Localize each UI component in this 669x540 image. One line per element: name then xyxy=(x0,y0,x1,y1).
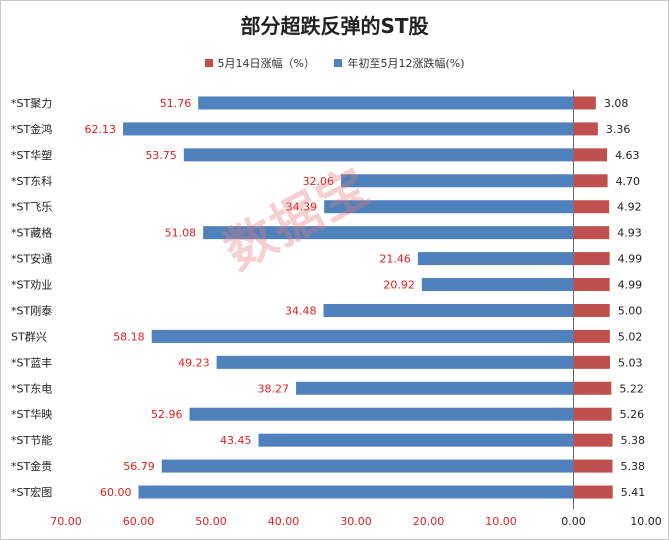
data-label-daily: 5.38 xyxy=(621,434,646,447)
bar-ytd xyxy=(323,303,574,317)
bar-daily xyxy=(573,407,612,421)
bar-ytd xyxy=(123,122,574,136)
bar-ytd xyxy=(161,459,574,473)
bar-ytd xyxy=(189,407,574,421)
data-label-daily: 5.22 xyxy=(619,382,644,395)
bar-ytd xyxy=(417,252,574,266)
bar-daily xyxy=(573,355,610,369)
bar-daily xyxy=(573,329,610,343)
category-label: *ST聚力 xyxy=(11,97,52,110)
data-label-daily: 4.92 xyxy=(617,201,642,214)
bar-daily xyxy=(573,174,608,188)
data-label-daily: 5.03 xyxy=(618,356,643,369)
category-label: *ST华映 xyxy=(11,407,52,421)
category-label: *ST藏格 xyxy=(11,226,52,240)
legend-swatch-daily xyxy=(204,59,213,67)
x-tick-label: 30.00 xyxy=(340,515,372,528)
x-tick-label: 70.00 xyxy=(50,515,82,528)
data-label-ytd: 20.92 xyxy=(383,279,415,292)
bar-ytd xyxy=(258,433,574,447)
bar-daily xyxy=(573,148,608,162)
data-label-ytd: 49.23 xyxy=(178,356,210,369)
legend-item-ytd: 年初至5月12涨跌幅(%) xyxy=(334,55,464,71)
data-label-ytd: 43.45 xyxy=(220,434,252,447)
x-tick-label: 20.00 xyxy=(413,515,445,528)
bar-daily xyxy=(573,96,596,110)
bar-daily xyxy=(573,252,610,266)
data-label-ytd: 51.08 xyxy=(165,227,197,240)
category-label: *ST金贵 xyxy=(11,459,52,473)
x-tick-label: 10.00 xyxy=(485,515,517,528)
data-label-daily: 5.38 xyxy=(621,460,646,473)
data-label-ytd: 62.13 xyxy=(85,123,117,136)
bar-ytd xyxy=(341,174,574,188)
category-label: *ST金鸿 xyxy=(11,122,52,136)
x-tick-label: 0.00 xyxy=(561,515,586,528)
bar-daily xyxy=(573,303,610,317)
bar-ytd xyxy=(198,96,574,110)
data-label-ytd: 38.27 xyxy=(258,382,290,395)
data-label-daily: 4.70 xyxy=(616,175,641,188)
bar-ytd xyxy=(183,148,574,162)
data-label-daily: 3.36 xyxy=(606,123,631,136)
data-label-ytd: 34.48 xyxy=(285,304,317,317)
bar-daily xyxy=(573,200,610,214)
data-label-daily: 4.99 xyxy=(618,253,643,266)
category-label: *ST东科 xyxy=(11,174,52,188)
data-label-daily: 4.93 xyxy=(617,227,642,240)
data-label-ytd: 56.79 xyxy=(123,460,155,473)
bar-ytd xyxy=(203,226,574,240)
category-label: *ST华塑 xyxy=(11,148,52,162)
chart-title: 部分超跌反弹的ST股 xyxy=(240,14,429,38)
bar-ytd xyxy=(138,485,574,499)
data-label-ytd: 60.00 xyxy=(100,486,132,499)
data-label-daily: 4.63 xyxy=(615,149,640,162)
bar-ytd xyxy=(151,329,574,343)
data-label-daily: 4.99 xyxy=(618,279,643,292)
legend-swatch-ytd xyxy=(334,59,343,67)
category-label: *ST劝业 xyxy=(11,278,52,292)
category-label: *ST节能 xyxy=(11,433,52,447)
bar-ytd xyxy=(216,355,574,369)
category-label: *ST刚泰 xyxy=(11,303,52,317)
data-label-ytd: 51.76 xyxy=(160,97,192,110)
x-tick-label: 40.00 xyxy=(268,515,300,528)
data-label-ytd: 53.75 xyxy=(145,149,177,162)
data-label-daily: 5.00 xyxy=(618,304,643,317)
data-label-daily: 5.02 xyxy=(618,330,643,343)
data-label-daily: 3.08 xyxy=(604,97,629,110)
chart-legend: 5月14日涨幅（%） 年初至5月12涨跌幅(%) xyxy=(0,55,669,71)
bar-ytd xyxy=(324,200,574,214)
x-tick-label: 60.00 xyxy=(123,515,155,528)
category-label: ST群兴 xyxy=(11,329,47,343)
category-label: *ST宏图 xyxy=(11,485,52,499)
bar-daily xyxy=(573,485,613,499)
bar-ytd xyxy=(421,278,574,292)
legend-label-ytd: 年初至5月12涨跌幅(%) xyxy=(347,57,465,70)
category-label: *ST安通 xyxy=(11,252,52,266)
data-label-ytd: 34.39 xyxy=(286,201,318,214)
data-label-daily: 5.41 xyxy=(621,486,646,499)
bar-daily xyxy=(573,226,610,240)
category-label: *ST东电 xyxy=(11,382,52,395)
data-label-ytd: 32.06 xyxy=(303,175,335,188)
bar-daily xyxy=(573,278,610,292)
bar-daily xyxy=(573,381,612,395)
bar-daily xyxy=(573,433,613,447)
data-label-ytd: 58.18 xyxy=(113,330,145,343)
data-label-daily: 5.26 xyxy=(620,408,645,421)
data-label-ytd: 52.96 xyxy=(151,408,183,421)
bar-ytd xyxy=(296,381,574,395)
data-label-ytd: 21.46 xyxy=(379,253,411,266)
bar-daily xyxy=(573,122,598,136)
x-tick-label: 10.00 xyxy=(630,515,662,528)
legend-item-daily: 5月14日涨幅（%） xyxy=(204,55,315,71)
bar-daily xyxy=(573,459,613,473)
x-tick-label: 50.00 xyxy=(195,515,227,528)
legend-label-daily: 5月14日涨幅（%） xyxy=(217,57,315,70)
category-label: *ST飞乐 xyxy=(11,201,52,214)
category-label: *ST蓝丰 xyxy=(11,356,52,369)
